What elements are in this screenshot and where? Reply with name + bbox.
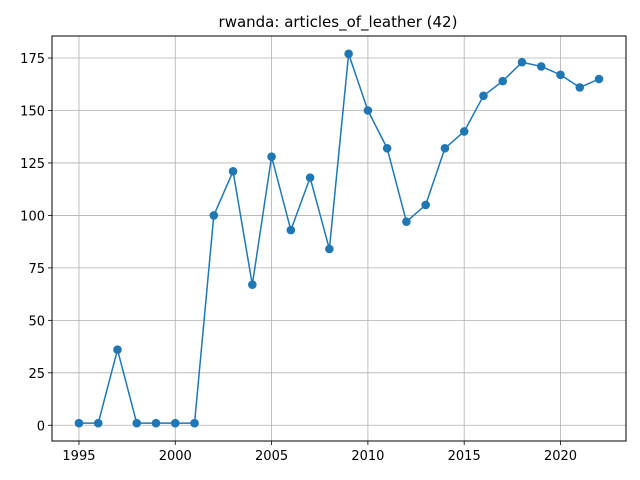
y-tick-label: 50 xyxy=(28,314,45,329)
data-point xyxy=(248,280,257,289)
data-point xyxy=(517,57,527,67)
x-tick-label: 2000 xyxy=(159,449,192,464)
data-point xyxy=(305,173,315,182)
data-point xyxy=(325,244,334,254)
data-point xyxy=(382,143,392,153)
data-point xyxy=(113,345,122,355)
x-tick-label: 1995 xyxy=(62,449,95,464)
data-point xyxy=(421,200,430,210)
data-point xyxy=(536,62,546,71)
data-point xyxy=(228,167,238,176)
data-point xyxy=(74,418,84,428)
x-tick-label: 2020 xyxy=(544,449,577,464)
x-tick-label: 2010 xyxy=(351,449,384,464)
series-layer xyxy=(74,49,604,428)
data-point xyxy=(190,418,199,428)
data-point xyxy=(151,418,161,428)
plot-frame xyxy=(51,35,627,442)
data-point xyxy=(93,418,103,428)
y-tick-label: 150 xyxy=(20,104,45,119)
data-point xyxy=(498,76,508,86)
data-point xyxy=(286,225,296,235)
series-line xyxy=(78,53,600,424)
y-tick-label: 75 xyxy=(28,262,45,277)
ticks: 1995 2000 2005 2010 2015 2020 0 25 50 75 100 125 150… xyxy=(20,52,577,464)
data-point xyxy=(132,418,142,428)
data-point xyxy=(170,418,180,428)
data-point xyxy=(363,106,373,115)
data-point xyxy=(402,217,411,227)
x-tick-label: 2015 xyxy=(448,449,481,464)
data-point xyxy=(344,49,353,59)
data-point xyxy=(556,70,565,80)
y-tick-label: 25 xyxy=(28,367,45,382)
data-point xyxy=(209,211,219,220)
grid xyxy=(52,36,626,441)
data-point xyxy=(459,127,469,136)
data-point xyxy=(575,83,585,92)
data-point xyxy=(594,74,604,84)
data-point xyxy=(479,91,488,101)
chart-title: rwanda: articles_of_leather (42) xyxy=(219,13,458,32)
y-tick-label: 100 xyxy=(20,209,45,224)
x-tick-label: 2005 xyxy=(255,449,288,464)
y-tick-label: 125 xyxy=(20,157,45,172)
data-point xyxy=(440,143,450,153)
y-tick-label: 0 xyxy=(37,419,45,434)
y-tick-label: 175 xyxy=(20,52,45,67)
data-point xyxy=(267,152,276,161)
